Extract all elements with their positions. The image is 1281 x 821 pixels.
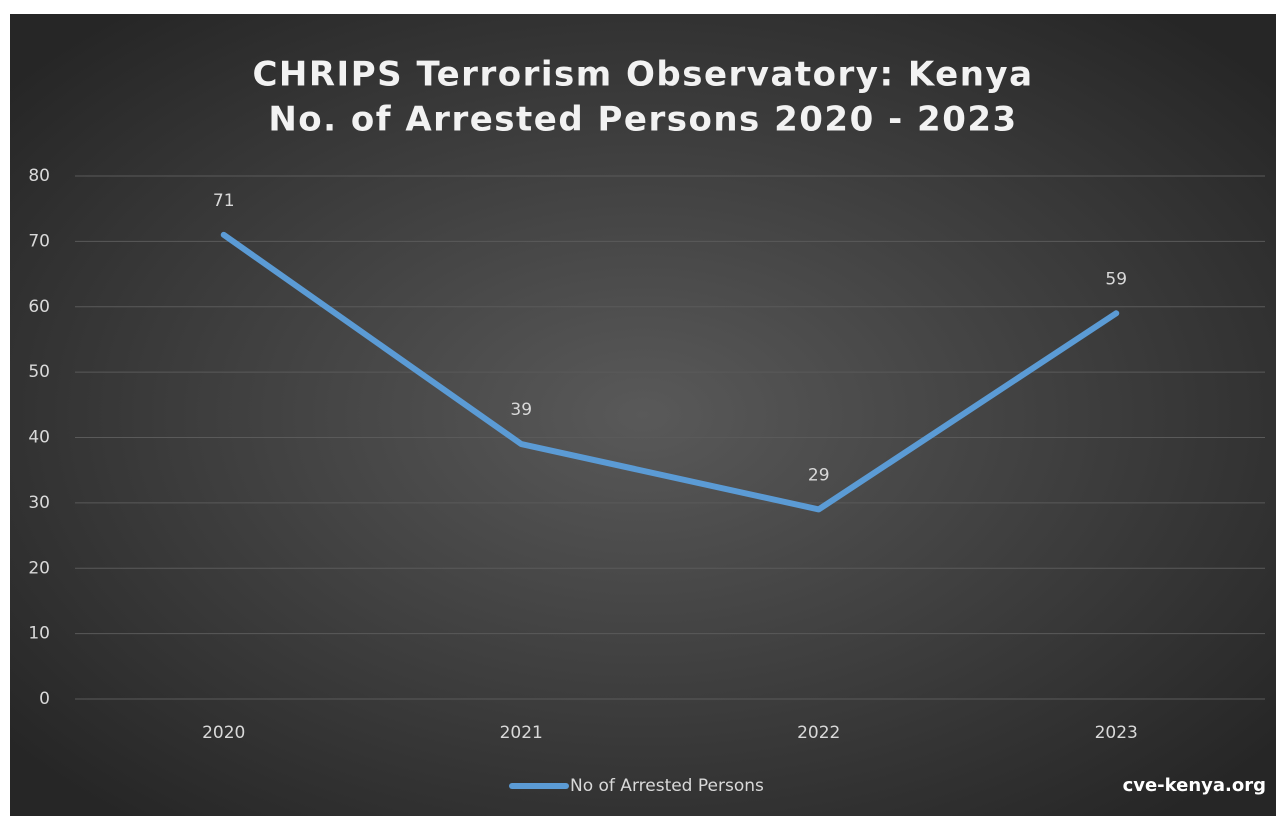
data-label: 29 bbox=[808, 465, 830, 485]
x-tick-label: 2020 bbox=[202, 723, 245, 743]
y-tick-label: 30 bbox=[28, 493, 50, 513]
x-tick-label: 2021 bbox=[500, 723, 543, 743]
y-tick-label: 80 bbox=[28, 166, 50, 186]
data-label: 59 bbox=[1105, 269, 1127, 289]
watermark: cve-kenya.org bbox=[1123, 775, 1266, 796]
y-tick-label: 20 bbox=[28, 558, 50, 578]
x-tick-label: 2023 bbox=[1095, 723, 1138, 743]
y-tick-label: 10 bbox=[28, 624, 50, 644]
legend-label: No of Arrested Persons bbox=[570, 776, 764, 796]
data-line bbox=[220, 231, 1120, 513]
x-tick-label: 2022 bbox=[797, 723, 840, 743]
y-tick-label: 50 bbox=[28, 362, 50, 382]
y-tick-label: 0 bbox=[39, 689, 50, 709]
chart-title: No. of Arrested Persons 2020 - 2023 bbox=[268, 100, 1017, 140]
y-tick-label: 70 bbox=[28, 231, 50, 251]
data-label: 71 bbox=[213, 191, 235, 211]
y-tick-label: 60 bbox=[28, 297, 50, 317]
y-tick-label: 40 bbox=[28, 428, 50, 448]
chart-background bbox=[10, 14, 1276, 816]
data-label: 39 bbox=[510, 400, 532, 420]
chart-title: CHRIPS Terrorism Observatory: Kenya bbox=[252, 55, 1033, 95]
